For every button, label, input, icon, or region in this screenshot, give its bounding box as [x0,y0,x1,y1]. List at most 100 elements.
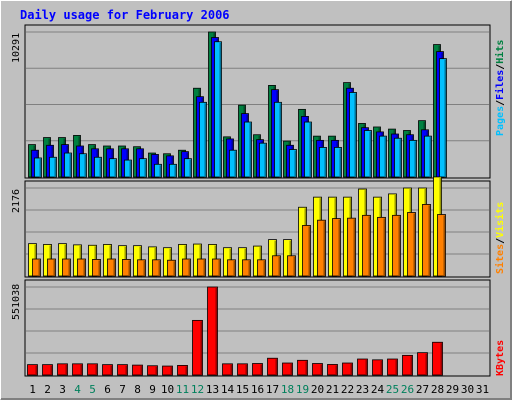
day-label-23: 23 [356,383,369,396]
day-label-28: 28 [431,383,444,396]
pages-bar-shade-day-28 [444,59,446,178]
pages-bar-day-18 [289,149,297,178]
pages-bar-day-11 [184,158,192,178]
day-label-2: 2 [44,383,51,396]
sites-bar-day-2 [47,258,56,277]
pages-bar-shade-day-4 [84,154,86,177]
pages-bar-day-27 [424,135,432,178]
kbytes-bar-day-12 [192,319,203,376]
kbytes-bar-day-23 [357,358,368,376]
legend-slash: / [495,238,506,244]
kbytes-bar-day-28 [432,341,443,376]
kbytes-bar-day-10 [162,365,173,376]
pages-bar-shade-day-20 [324,148,326,177]
sites-bar-shade-day-13 [218,260,220,276]
sites-bar-shade-day-17 [278,256,280,276]
pages-bar-shade-day-18 [294,150,296,177]
pages-bar-day-6 [109,158,117,178]
sites-bar-day-27 [422,204,431,277]
panel-gridlines [26,286,489,354]
kbytes-bar-day-3 [57,363,68,376]
kbytes-bar-shade-day-2 [50,365,52,375]
pages-bar-day-12 [199,101,207,178]
day-label-13: 13 [206,383,219,396]
kbytes-bar-shade-day-6 [110,365,112,375]
sites-bar-day-1 [32,258,41,277]
sites-bar-shade-day-6 [113,260,115,276]
kbytes-bar-day-15 [237,363,248,376]
day-label-9: 9 [149,383,156,396]
sites-bar-shade-day-27 [428,205,430,276]
sites-bar-shade-day-14 [233,260,235,276]
sites-bar-shade-day-1 [38,260,40,276]
pages-bar-shade-day-8 [144,159,146,177]
sites-bar-day-28 [437,214,446,277]
legend-visits: Visits [494,202,506,238]
pages-bar-shade-day-23 [369,131,371,177]
sites-bar-shade-day-2 [53,260,55,276]
sites-bar-shade-day-8 [143,260,145,276]
pages-bar-shade-day-25 [399,139,401,177]
pages-bar-day-1 [34,157,42,178]
sites-bar-shade-day-3 [68,260,70,276]
pages-bar-shade-day-17 [279,103,281,177]
pages-bar-shade-day-11 [189,159,191,177]
kbytes-bar-day-14 [222,363,233,376]
pages-bar-day-10 [169,163,177,178]
day-label-4: 4 [74,383,81,396]
pages-bar-shade-day-26 [414,141,416,177]
sites-bar-day-9 [152,259,161,277]
day-label-24: 24 [371,383,385,396]
legend-files: Files [494,70,506,100]
sites-bar-day-17 [272,255,281,277]
pages-bar-day-8 [139,158,147,178]
kbytes-bar-day-17 [267,357,278,376]
kbytes-bar-day-25 [387,358,398,376]
kbytes-bar-shade-day-20 [320,364,322,375]
sites-bar-shade-day-20 [323,221,325,276]
sites-bar-shade-day-4 [83,260,85,276]
kbytes-bar-day-7 [117,364,128,376]
sites-bar-shade-day-19 [308,226,310,276]
pages-bar-day-25 [394,137,402,178]
sites-bar-day-26 [407,212,416,277]
kbytes-bar-shade-day-28 [440,343,442,375]
pages-bar-shade-day-7 [129,161,131,177]
pages-bar-day-15 [244,121,252,178]
kbytes-bar-shade-day-15 [245,364,247,375]
kbytes-bar-shade-day-8 [140,366,142,375]
sites-bar-day-19 [302,225,311,277]
sites-bar-day-25 [392,214,401,277]
legend-slash: / [495,100,506,106]
panel-bars [28,31,447,178]
kbytes-bar-shade-day-26 [410,356,412,375]
visits-max-label: 2176 [11,189,22,213]
day-label-12: 12 [191,383,204,396]
kbytes-bar-shade-day-19 [305,361,307,375]
day-label-18: 18 [281,383,294,396]
sites-bar-day-16 [257,259,266,277]
sites-bar-shade-day-7 [128,260,130,276]
kbytes-bar-day-2 [42,364,53,376]
day-label-17: 17 [266,383,279,396]
kbytes-bar-shade-day-4 [80,364,82,375]
day-label-22: 22 [341,383,354,396]
pages-bar-shade-day-10 [174,165,176,177]
pages-bar-day-22 [349,92,357,178]
pages-bar-shade-day-2 [54,158,56,177]
kbytes-bar-day-21 [327,364,338,376]
sites-bar-day-7 [122,259,131,277]
kbytes-bar-shade-day-16 [260,364,262,375]
sites-bar-day-11 [182,258,191,277]
sites-bar-shade-day-9 [158,260,160,276]
sites-bar-shade-day-24 [383,218,385,276]
kbytes-bar-shade-day-5 [95,364,97,375]
kbytes-bar-day-26 [402,354,413,376]
kbytes-bar-shade-day-13 [215,288,217,375]
pages-bar-day-9 [154,163,162,178]
sites-bar-day-8 [137,259,146,277]
kbytes-bar-shade-day-12 [200,321,202,375]
sites-bar-day-10 [167,259,176,277]
pages-bar-day-28 [439,58,447,178]
